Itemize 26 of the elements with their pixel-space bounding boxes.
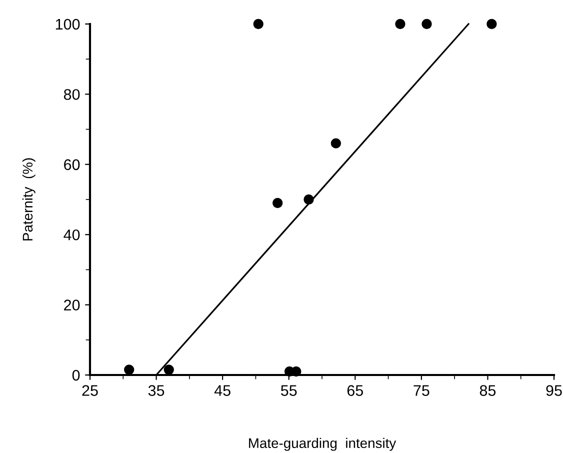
x-tick-label: 55 xyxy=(280,385,297,396)
point xyxy=(164,364,174,375)
x-tick-label: 25 xyxy=(82,385,98,396)
point xyxy=(291,366,302,377)
x-tick-label: 75 xyxy=(414,385,430,396)
x-axis-title: Mate-guarding intensity xyxy=(249,438,396,451)
y-tick-label: 80 xyxy=(64,89,80,100)
x-tick-label: 85 xyxy=(480,385,496,396)
point xyxy=(124,364,134,375)
y-axis-title: Paternity (%) xyxy=(22,158,36,240)
point xyxy=(330,138,342,148)
point xyxy=(272,198,283,208)
y-tick-label: 20 xyxy=(64,300,80,310)
y-tick-label: 100 xyxy=(56,18,80,30)
point xyxy=(422,18,432,30)
x-tick-label: 45 xyxy=(214,385,230,396)
x-tick-label: 35 xyxy=(148,385,164,396)
y-tick-label: 0 xyxy=(72,370,80,381)
y-tick-label: 40 xyxy=(64,229,80,240)
point xyxy=(486,18,497,30)
y-tick-label: 60 xyxy=(64,159,80,170)
point xyxy=(304,194,314,205)
point xyxy=(395,18,406,30)
x-tick-label: 65 xyxy=(347,385,363,396)
x-tick-label: 95 xyxy=(546,385,562,396)
point xyxy=(253,18,264,30)
